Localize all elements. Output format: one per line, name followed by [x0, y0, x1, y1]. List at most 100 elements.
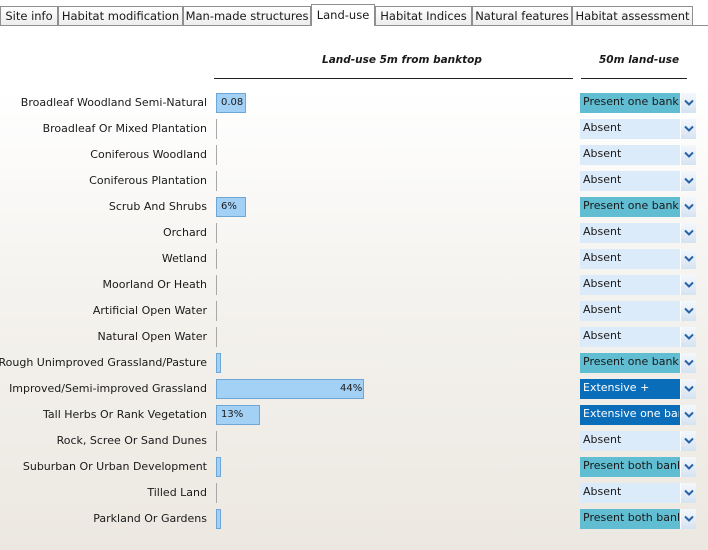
- landuse-50m-select-value: Present both banks: [583, 511, 679, 524]
- landuse-5m-bar-track: [216, 119, 576, 139]
- chevron-down-icon[interactable]: [680, 327, 696, 347]
- land-use-row: Scrub And Shrubs 6% Present one bank: [0, 197, 708, 217]
- land-use-label: Improved/Semi-improved Grassland: [9, 382, 207, 395]
- chevron-down-icon[interactable]: [680, 353, 696, 373]
- bar-axis-tick: [216, 171, 217, 191]
- land-use-label: Suburban Or Urban Development: [22, 460, 207, 473]
- chevron-down-icon[interactable]: [680, 379, 696, 399]
- tab-natural-features[interactable]: Natural features: [472, 6, 572, 26]
- bar-axis-tick: [216, 327, 217, 347]
- landuse-5m-bar-value: 13%: [221, 409, 244, 420]
- chevron-down-icon[interactable]: [680, 509, 696, 529]
- landuse-5m-bar-track: [216, 431, 576, 451]
- bar-axis-tick: [216, 223, 217, 243]
- landuse-50m-select-value: Absent: [583, 277, 622, 290]
- landuse-50m-select[interactable]: Present one bank: [580, 353, 696, 373]
- chevron-down-icon[interactable]: [680, 223, 696, 243]
- chevron-down-icon[interactable]: [680, 431, 696, 451]
- tab-site-info[interactable]: Site info: [0, 6, 58, 26]
- landuse-50m-select-value: Absent: [583, 329, 622, 342]
- landuse-5m-bar: [216, 197, 246, 217]
- land-use-row: Tall Herbs Or Rank Vegetation 13% Extensiv…: [0, 405, 708, 425]
- landuse-50m-select[interactable]: Present both banks: [580, 509, 696, 529]
- landuse-5m-bar-track: [216, 249, 576, 269]
- landuse-50m-select[interactable]: Absent: [580, 119, 696, 139]
- tab-habitat-assessment[interactable]: Habitat assessment: [572, 6, 693, 26]
- landuse-50m-select-value: Absent: [583, 433, 622, 446]
- land-use-row: Broadleaf Woodland Semi-Natural 0.08 Prese…: [0, 93, 708, 113]
- landuse-50m-select[interactable]: Present one bank: [580, 93, 696, 113]
- bar-axis-tick: [216, 249, 217, 269]
- land-use-label: Tilled Land: [147, 486, 207, 499]
- land-use-label: Moorland Or Heath: [102, 278, 207, 291]
- chevron-down-icon[interactable]: [680, 119, 696, 139]
- land-use-row: Moorland Or Heath Absent: [0, 275, 708, 295]
- landuse-50m-select[interactable]: Absent: [580, 223, 696, 243]
- chevron-down-icon[interactable]: [680, 301, 696, 321]
- chevron-down-icon[interactable]: [680, 457, 696, 477]
- chevron-down-icon[interactable]: [680, 145, 696, 165]
- landuse-5m-bar-track: [216, 509, 576, 529]
- land-use-label: Coniferous Woodland: [90, 148, 207, 161]
- tab-habitat-modification[interactable]: Habitat modification: [58, 6, 183, 26]
- chevron-down-icon[interactable]: [680, 171, 696, 191]
- land-use-label: Tall Herbs Or Rank Vegetation: [43, 408, 207, 421]
- bar-axis-tick: [216, 431, 217, 451]
- landuse-50m-select[interactable]: Absent: [580, 145, 696, 165]
- landuse-5m-bar: [216, 457, 221, 477]
- land-use-row: Orchard Absent: [0, 223, 708, 243]
- landuse-50m-select[interactable]: Absent: [580, 171, 696, 191]
- landuse-5m-header: Land-use 5m from banktop: [322, 54, 482, 66]
- landuse-5m-bar-track: [216, 145, 576, 165]
- land-use-label: Scrub And Shrubs: [108, 200, 207, 213]
- landuse-50m-select-value: Absent: [583, 485, 622, 498]
- land-use-label: Wetland: [161, 252, 207, 265]
- landuse-50m-select[interactable]: Absent: [580, 301, 696, 321]
- landuse-50m-select[interactable]: Absent: [580, 327, 696, 347]
- landuse-5m-bar: [216, 379, 364, 399]
- landuse-5m-bar-track: [216, 275, 576, 295]
- chevron-down-icon[interactable]: [680, 197, 696, 217]
- landuse-5m-bar-track: 13%: [216, 405, 576, 425]
- land-use-label: Artificial Open Water: [92, 304, 207, 317]
- tab-bar: Site info Habitat modification Man-made …: [0, 4, 708, 26]
- landuse-5m-bar-track: 0.08: [216, 93, 576, 113]
- chevron-down-icon[interactable]: [680, 405, 696, 425]
- chevron-down-icon[interactable]: [680, 249, 696, 269]
- landuse-5m-bar: [216, 405, 260, 425]
- land-use-row: Artificial Open Water Absent: [0, 301, 708, 321]
- land-use-label: Natural Open Water: [97, 330, 207, 343]
- land-use-label: Parkland Or Gardens: [93, 512, 207, 525]
- chevron-down-icon[interactable]: [680, 483, 696, 503]
- landuse-50m-select-value: Present both banks: [583, 459, 679, 472]
- tab-man-made-structures[interactable]: Man-made structures: [183, 6, 311, 26]
- landuse-50m-select[interactable]: Absent: [580, 275, 696, 295]
- landuse-50m-select[interactable]: Absent: [580, 249, 696, 269]
- land-use-row: Suburban Or Urban Development Present bot…: [0, 457, 708, 477]
- landuse-5m-bar-track: [216, 457, 576, 477]
- bar-axis-tick: [216, 145, 217, 165]
- landuse-5m-bar-track: [216, 171, 576, 191]
- chevron-down-icon[interactable]: [680, 275, 696, 295]
- landuse-50m-select[interactable]: Present one bank: [580, 197, 696, 217]
- chevron-down-icon[interactable]: [680, 93, 696, 113]
- landuse-50m-select-value: Absent: [583, 121, 622, 134]
- land-use-row: Wetland Absent: [0, 249, 708, 269]
- landuse-50m-select[interactable]: Extensive one bank: [580, 405, 696, 425]
- land-use-row: Parkland Or Gardens Present both banks: [0, 509, 708, 529]
- landuse-50m-select[interactable]: Absent: [580, 483, 696, 503]
- landuse-5m-bar-track: [216, 223, 576, 243]
- landuse-50m-select-value: Present one bank: [583, 199, 679, 212]
- landuse-5m-bar-track: [216, 301, 576, 321]
- landuse-50m-select[interactable]: Absent: [580, 431, 696, 451]
- tab-land-use[interactable]: Land-use: [311, 4, 375, 26]
- landuse-50m-select[interactable]: Extensive +: [580, 379, 696, 399]
- bar-axis-tick: [216, 275, 217, 295]
- land-use-row: Rough Unimproved Grassland/Pasture Presen…: [0, 353, 708, 373]
- landuse-50m-select[interactable]: Present both banks: [580, 457, 696, 477]
- landuse-50m-select-value: Absent: [583, 173, 622, 186]
- bar-axis-tick: [216, 301, 217, 321]
- land-use-label: Coniferous Plantation: [89, 174, 207, 187]
- bar-axis-tick: [216, 483, 217, 503]
- tab-habitat-indices[interactable]: Habitat Indices: [375, 6, 472, 26]
